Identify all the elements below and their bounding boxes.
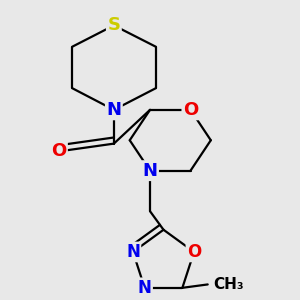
Text: O: O [187, 243, 201, 261]
Text: CH₃: CH₃ [213, 277, 243, 292]
Text: O: O [183, 101, 198, 119]
Text: N: N [106, 101, 122, 119]
Text: N: N [138, 279, 152, 297]
Text: S: S [107, 16, 120, 34]
Text: O: O [51, 142, 66, 160]
Text: N: N [142, 162, 158, 180]
Text: N: N [126, 243, 140, 261]
